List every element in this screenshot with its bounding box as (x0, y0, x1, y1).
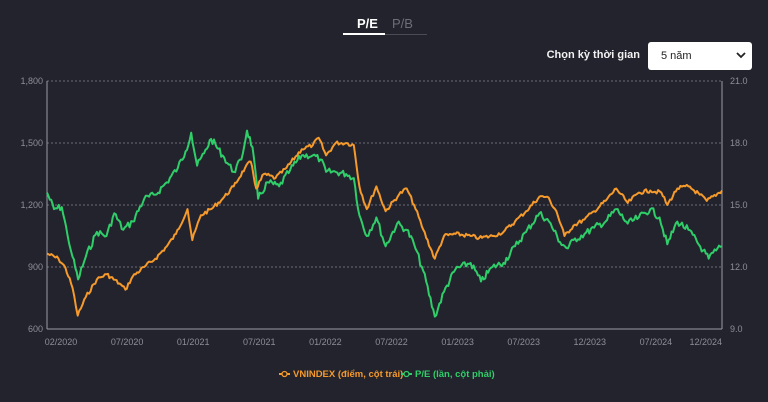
x-tick-label: 01/2021 (177, 337, 210, 347)
series-line (46, 136, 723, 317)
legend-label: P/E (lần, cột phải) (415, 369, 495, 380)
legend: VNINDEX (điểm, cột trái) P/E (lần, cột ph… (279, 369, 495, 380)
x-tick-label: 07/2021 (243, 337, 276, 347)
y-right-tick-label: 18.0 (730, 138, 748, 148)
period-label: Chọn kỳ thời gian (546, 49, 640, 61)
y-left-tick-label: 1,500 (20, 138, 43, 148)
axes: 600 9.0 900 12.0 1,200 15.0 1,500 18.0 1,800 21.0… (20, 76, 747, 347)
y-left-tick-label: 900 (28, 262, 43, 272)
y-left-tick-label: 600 (28, 324, 43, 334)
x-tick-label: 01/2023 (441, 337, 474, 347)
legend-marker (403, 370, 410, 378)
x-tick-label: 12/2024 (689, 337, 722, 347)
grid-lines (47, 80, 722, 268)
tab-pb[interactable]: P/B (392, 16, 413, 31)
x-tick-label: 12/2023 (574, 337, 607, 347)
y-right-tick-label: 9.0 (730, 324, 743, 334)
period-selected-value: 5 năm (661, 50, 692, 62)
period-select[interactable]: 5 năm (648, 42, 752, 70)
legend-label: VNINDEX (điểm, cột trái) (293, 369, 403, 380)
series (46, 129, 723, 318)
x-tick-label: 01/2022 (309, 337, 342, 347)
series-line (46, 129, 723, 318)
x-tick-label: 07/2023 (507, 337, 540, 347)
tab-pe[interactable]: P/E (357, 16, 378, 31)
x-tick-label: 02/2020 (45, 337, 78, 347)
x-tick-label: 07/2024 (640, 337, 673, 347)
y-right-tick-label: 21.0 (730, 76, 748, 86)
ratio-tabs: P/E P/B (343, 10, 427, 35)
chevron-down-icon (736, 52, 746, 59)
x-tick-label: 07/2022 (375, 337, 408, 347)
y-right-tick-label: 12.0 (730, 262, 748, 272)
y-left-tick-label: 1,200 (20, 200, 43, 210)
legend-marker (281, 370, 288, 378)
y-right-tick-label: 15.0 (730, 200, 748, 210)
y-left-tick-label: 1,800 (20, 76, 43, 86)
x-tick-label: 07/2020 (111, 337, 144, 347)
active-tab-indicator (343, 33, 385, 35)
